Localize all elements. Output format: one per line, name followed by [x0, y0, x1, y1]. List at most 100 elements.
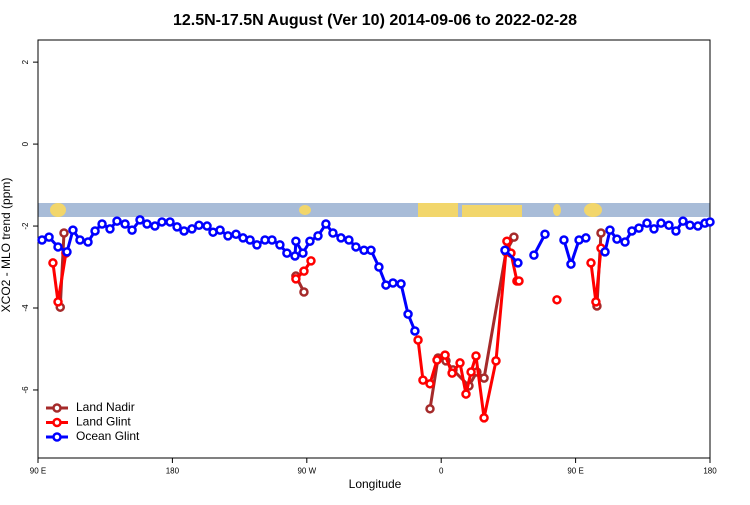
- data-point: [500, 245, 510, 255]
- legend-marker: [52, 417, 62, 428]
- x-tick-label: 90 E: [30, 467, 46, 476]
- data-point: [540, 229, 550, 239]
- data-point: [290, 251, 300, 261]
- data-point: [596, 228, 606, 238]
- series-line: [51, 240, 603, 419]
- data-point: [471, 351, 481, 361]
- y-tick-label: -4: [21, 304, 30, 312]
- data-point: [642, 218, 652, 228]
- data-point: [605, 225, 615, 235]
- data-point: [321, 219, 331, 229]
- data-point: [388, 278, 398, 288]
- plot-frame: [37, 39, 711, 459]
- data-point: [591, 297, 601, 307]
- chart-title: 12.5N-17.5N August (Ver 10) 2014-09-06 t…: [173, 12, 577, 29]
- data-point: [479, 373, 489, 383]
- data-point: [194, 220, 204, 230]
- data-point: [105, 224, 115, 234]
- data-point: [581, 233, 591, 243]
- data-point: [59, 228, 69, 238]
- legend-label: Land Glint: [76, 415, 131, 429]
- y-tick-label: -2: [21, 222, 30, 230]
- x-axis-label: Longitude: [349, 477, 402, 491]
- data-point: [529, 250, 539, 260]
- data-point: [344, 235, 354, 245]
- data-point: [291, 274, 301, 284]
- x-tick-label: 0: [439, 467, 444, 476]
- data-point: [403, 309, 413, 319]
- data-point: [48, 258, 58, 268]
- data-point: [432, 355, 442, 365]
- data-point: [466, 367, 476, 377]
- data-point: [97, 219, 107, 229]
- data-point: [410, 326, 420, 336]
- data-point: [425, 404, 435, 414]
- data-point: [351, 242, 361, 252]
- data-point: [502, 236, 512, 246]
- data-point: [275, 240, 285, 250]
- data-point: [328, 228, 338, 238]
- data-point: [559, 235, 569, 245]
- legend-marker: [52, 432, 62, 442]
- data-point: [267, 235, 277, 245]
- data-point: [586, 258, 596, 268]
- data-point: [374, 262, 384, 272]
- x-tick-label: 180: [703, 467, 717, 476]
- data-point: [215, 225, 225, 235]
- data-point: [313, 231, 323, 241]
- data-point: [440, 350, 450, 360]
- y-tick-label: 0: [21, 141, 30, 146]
- data-point: [53, 242, 63, 252]
- data-point: [299, 287, 309, 297]
- data-point: [142, 219, 152, 229]
- data-point: [425, 379, 435, 389]
- data-point: [513, 258, 523, 268]
- data-point: [552, 295, 562, 305]
- data-point: [44, 232, 54, 242]
- x-tick-label: 90 W: [297, 467, 316, 476]
- data-point: [413, 335, 423, 345]
- data-point: [127, 225, 137, 235]
- data-point: [678, 216, 688, 226]
- data-point: [120, 219, 130, 229]
- data-point: [447, 368, 457, 378]
- data-point: [491, 356, 501, 366]
- x-tick-label: 180: [166, 467, 180, 476]
- series-line: [41, 217, 711, 332]
- data-point: [62, 247, 72, 257]
- y-tick-label: 2: [21, 59, 30, 64]
- legend-label: Land Nadir: [76, 400, 135, 414]
- data-point: [172, 222, 182, 232]
- legend-label: Ocean Glint: [76, 429, 140, 443]
- data-point: [112, 216, 122, 226]
- data-point: [649, 224, 659, 234]
- x-tick-label: 90 E: [567, 467, 583, 476]
- data-point: [306, 256, 316, 266]
- data-point: [566, 259, 576, 269]
- data-point: [299, 266, 309, 276]
- data-point: [600, 247, 610, 257]
- data-point: [514, 276, 524, 286]
- data-point: [245, 235, 255, 245]
- data-point: [157, 217, 167, 227]
- data-point: [53, 297, 63, 307]
- legend-marker: [52, 403, 62, 413]
- y-axis-label: XCO2 - MLO trend (ppm): [0, 178, 13, 313]
- data-point: [135, 215, 145, 225]
- data-point: [291, 236, 301, 246]
- data-point: [509, 232, 519, 242]
- data-point: [75, 235, 85, 245]
- data-point: [634, 223, 644, 233]
- data-point: [418, 375, 428, 385]
- data-point: [685, 220, 695, 230]
- data-point: [231, 229, 241, 239]
- data-point: [396, 279, 406, 289]
- data-point: [179, 226, 189, 236]
- data-point: [664, 220, 674, 230]
- y-tick-label: -6: [21, 386, 30, 394]
- data-point: [479, 413, 489, 423]
- map-strip: [38, 203, 710, 217]
- data-point: [705, 217, 715, 227]
- data-point: [455, 358, 465, 368]
